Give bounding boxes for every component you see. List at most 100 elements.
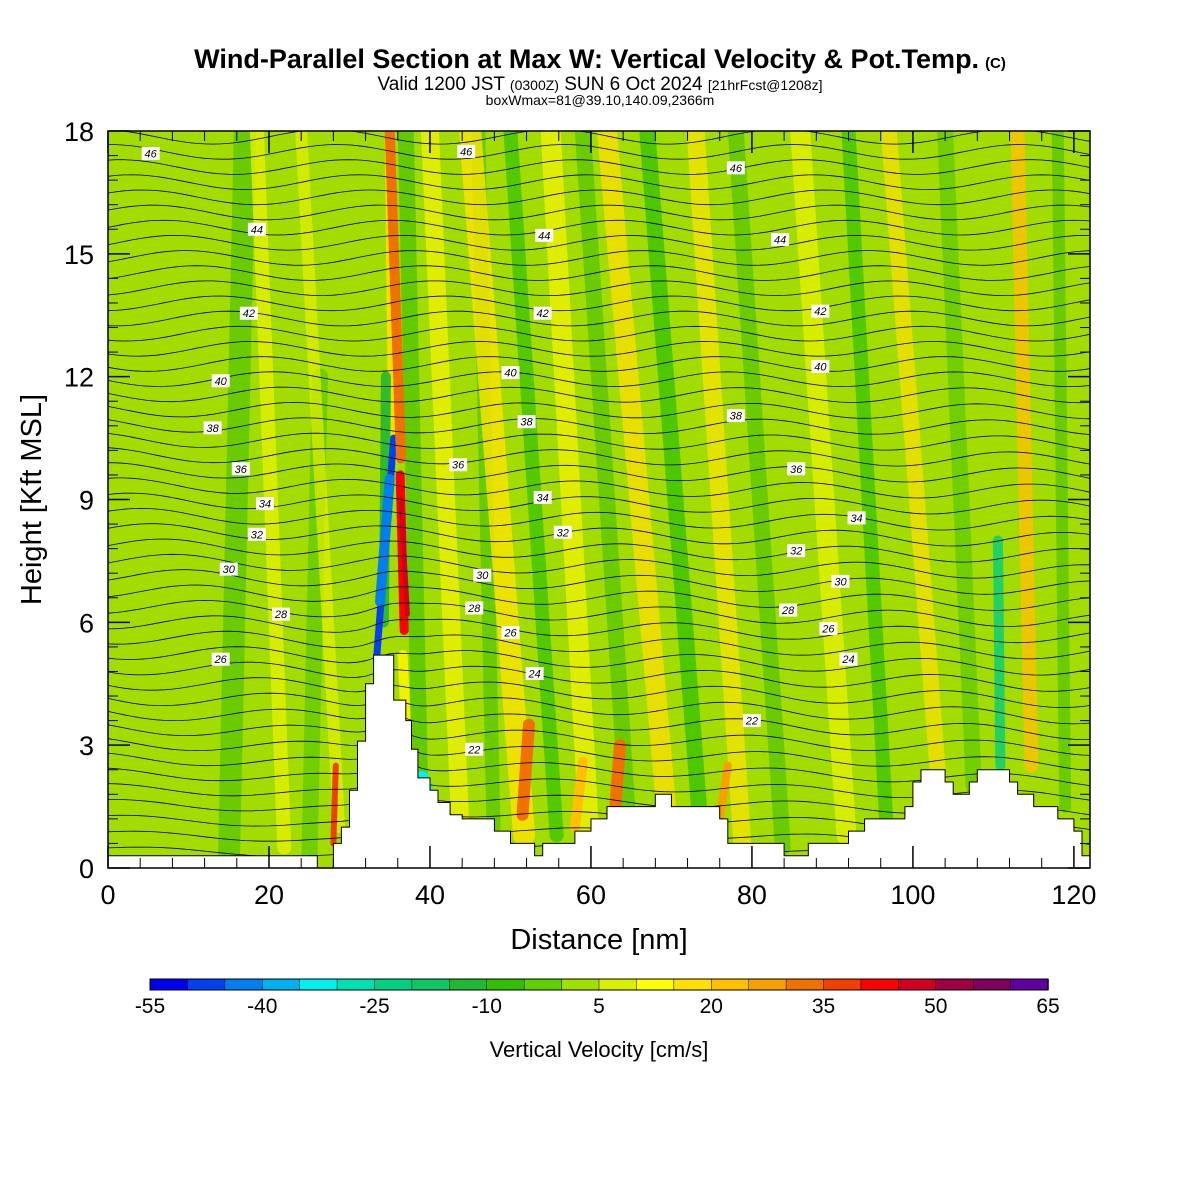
velocity-plume: [686, 131, 752, 857]
y-tick-label: 3: [79, 731, 94, 761]
theta-contour-label: 46: [726, 161, 745, 175]
theta-contour-label: 46: [457, 144, 476, 158]
velocity-core: [384, 131, 406, 464]
theta-isoline: [108, 708, 1090, 741]
colorbar-frame: [149, 978, 1049, 991]
theta-contour-label: 40: [501, 366, 520, 380]
theta-isoline: [108, 646, 1090, 676]
velocity-plume: [937, 131, 982, 795]
contour-label-text: 44: [774, 235, 786, 247]
colorbar-swatch: [374, 978, 413, 991]
theta-contour-label: 36: [787, 462, 806, 476]
theta-contour-label: 36: [449, 458, 468, 472]
theta-contour-label: 30: [473, 568, 492, 582]
theta-isoline: [108, 724, 1090, 756]
x-tick-label: 80: [737, 880, 767, 910]
terrain-mask: [108, 654, 1090, 868]
colorbar-swatch: [1010, 978, 1049, 991]
colorbar-swatch: [711, 978, 750, 991]
theta-isoline: [108, 250, 1090, 266]
theta-isolines: [108, 131, 1090, 868]
theta-isoline: [108, 417, 1090, 435]
contour-label-text: 40: [215, 376, 228, 388]
colorbar-tick-label: 5: [593, 995, 605, 1018]
theta-contour-label: 40: [811, 359, 830, 373]
theta-contour-label: 36: [231, 462, 250, 476]
colorbar-tick-label: 50: [924, 995, 947, 1018]
contour-label-box: [779, 603, 798, 617]
y-tick-label: 6: [79, 608, 94, 638]
velocity-core: [398, 497, 410, 617]
contour-label-box: [255, 497, 274, 511]
contour-label-text: 28: [274, 609, 288, 621]
colorbar-tick-label: -25: [359, 995, 389, 1018]
velocity-core: [569, 756, 588, 833]
contour-label-text: 30: [223, 564, 236, 576]
theta-isoline: [108, 325, 1090, 342]
contour-label-box: [726, 409, 745, 423]
x-tick-label: 60: [576, 880, 606, 910]
theta-contour-label: 34: [847, 511, 866, 525]
contour-label-text: 32: [251, 529, 263, 541]
contour-label-box: [239, 306, 258, 320]
theta-isoline: [108, 204, 1090, 221]
theta-isoline: [108, 615, 1090, 644]
contour-label-text: 46: [460, 146, 473, 158]
contour-label-box: [742, 714, 761, 728]
velocity-plume: [841, 131, 894, 843]
y-tick-label: 0: [79, 854, 94, 884]
contour-label-box: [231, 462, 250, 476]
velocity-plume: [597, 131, 677, 817]
contour-label-box: [819, 621, 838, 635]
colorbar-swatch: [898, 978, 937, 991]
contour-label-text: 46: [145, 149, 158, 161]
colorbar-title: Vertical Velocity [cm/s]: [490, 1037, 709, 1062]
theta-isoline: [108, 401, 1090, 420]
contour-label-box: [219, 562, 238, 576]
x-tick-label: 40: [415, 880, 445, 910]
theta-isoline: [108, 507, 1090, 531]
colorbar-swatch: [598, 978, 638, 991]
contour-label-box: [533, 490, 552, 504]
velocity-plume: [1010, 131, 1039, 773]
velocity-plume: [574, 131, 638, 844]
contour-label-box: [811, 359, 830, 373]
theta-isoline: [108, 159, 1090, 175]
contour-label-text: 22: [467, 744, 480, 756]
velocity-core: [715, 761, 732, 823]
x-tick-label: 120: [1051, 880, 1096, 910]
theta-isoline: [108, 234, 1090, 251]
theta-isoline: [108, 477, 1090, 499]
theta-isoline: [108, 356, 1090, 372]
plot-area: 46 46 46 44 44 44 42 42 42 40 40 40 38 38 38 36 36 36 34 34…: [108, 131, 1090, 868]
contour-label-text: 42: [243, 308, 255, 320]
theta-contour-label: 24: [525, 667, 544, 681]
contour-label-text: 28: [781, 605, 795, 617]
colorbar-swatch: [262, 978, 301, 991]
chart-title-text: Wind-Parallel Section at Max W: Vertical…: [194, 44, 980, 74]
copyright-mark: (C): [985, 55, 1006, 72]
chart-subtitle: Valid 1200 JST (0300Z) SUN 6 Oct 2024 [2…: [0, 74, 1200, 96]
colorbar-swatch: [449, 978, 488, 991]
theta-isoline: [108, 630, 1090, 660]
contour-label-text: 36: [790, 464, 803, 476]
theta-isoline: [108, 280, 1090, 297]
contour-label-box: [465, 742, 484, 756]
theta-contour-label: 34: [255, 497, 274, 511]
theta-contour-label: 40: [211, 374, 230, 388]
theta-contour-label: 44: [771, 233, 790, 247]
theta-isoline: [108, 371, 1090, 388]
theta-isoline: [108, 432, 1090, 451]
colorbar-swatch: [748, 978, 787, 991]
contour-label-text: 42: [814, 306, 826, 318]
theta-contour-label: 26: [211, 652, 230, 666]
contour-label-box: [501, 366, 520, 380]
contour-label-text: 32: [557, 527, 569, 539]
box-info: boxWmax=81@39.10,140.09,2366m: [485, 92, 715, 108]
valid-utc: (0300Z): [509, 77, 559, 93]
contour-label-box: [517, 415, 536, 429]
colorbar-swatch: [561, 978, 600, 991]
contour-label-box: [449, 458, 468, 472]
contour-label-text: 36: [452, 460, 465, 472]
theta-isoline: [108, 295, 1090, 312]
